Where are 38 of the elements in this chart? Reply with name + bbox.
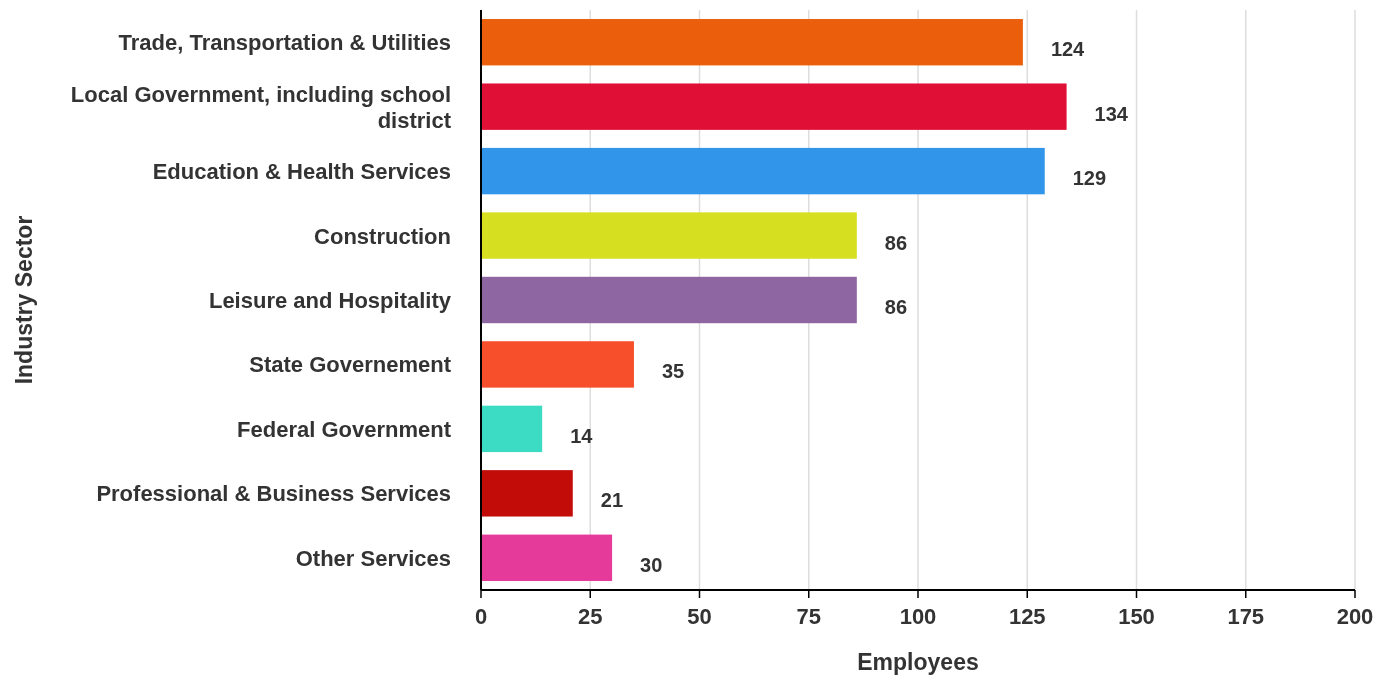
data-label: 14 (570, 424, 594, 447)
y-tick-label: Local Government, including school district (70, 81, 452, 133)
x-tick-label: 150 (1118, 604, 1155, 629)
data-label: 134 (1094, 102, 1129, 125)
data-label: 86 (884, 296, 908, 318)
bar (481, 341, 634, 388)
x-tick-label: 200 (1336, 604, 1374, 629)
bar (481, 147, 1045, 195)
bar (481, 534, 613, 581)
bar (481, 83, 1067, 130)
x-axis-title: Employees (857, 649, 979, 675)
bar (481, 276, 857, 324)
x-tick-label: 75 (796, 604, 821, 629)
x-tick-label: 0 (474, 604, 488, 629)
x-tick-label: 50 (687, 604, 712, 629)
x-tick-label: 175 (1227, 604, 1265, 629)
y-tick-label: Construction (314, 223, 451, 249)
y-tick-label: Professional & Business Services (96, 481, 451, 507)
y-tick-label: Education & Health Services (152, 159, 451, 185)
data-label: 35 (661, 360, 685, 383)
bar (481, 405, 543, 453)
y-tick-label: Federal Government (237, 416, 452, 442)
y-tick-label: Trade, Transportation & Utilities (118, 30, 451, 56)
y-tick-label: Leisure and Hospitality (208, 288, 452, 313)
bar (481, 212, 857, 259)
y-tick-label: Other Services (295, 545, 451, 571)
y-axis-title: Industry Sector (11, 215, 37, 385)
bar (481, 470, 573, 517)
bar (481, 19, 1023, 66)
x-tick-label: 100 (899, 604, 937, 629)
x-tick-label: 125 (1008, 604, 1046, 629)
data-label: 21 (600, 489, 624, 512)
x-tick-label: 25 (578, 604, 603, 629)
y-tick-label: State Governement (249, 352, 452, 378)
data-label: 86 (884, 231, 908, 254)
data-label: 30 (640, 553, 663, 576)
data-label: 124 (1050, 38, 1086, 61)
data-label: 129 (1072, 167, 1107, 190)
